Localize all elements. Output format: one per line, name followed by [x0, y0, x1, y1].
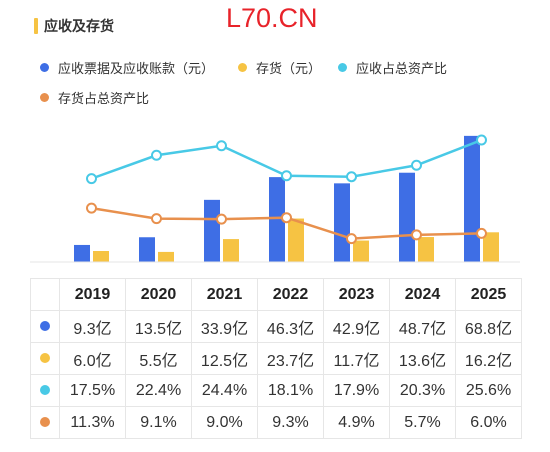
bar-inventory-2024 [418, 237, 434, 262]
row-marker-cell [30, 342, 60, 375]
year-header: 2023 [323, 278, 390, 311]
data-table: 2019 2020 2021 2022 2023 2024 2025 9.3亿 1… [30, 278, 522, 439]
line-layer [86, 134, 487, 245]
table-cell: 46.3亿 [257, 310, 324, 343]
point-inventory-ratio-2020 [151, 213, 162, 225]
table-cell: 9.0% [191, 406, 258, 439]
legend-label: 应收占总资产比 [356, 62, 448, 77]
bar-receivables-2024 [399, 172, 415, 262]
year-header: 2020 [125, 278, 192, 311]
row-marker-cell [30, 374, 60, 407]
table-cell: 9.3亿 [59, 310, 126, 343]
table-cell: 33.9亿 [191, 310, 258, 343]
table-header-row: 2019 2020 2021 2022 2023 2024 2025 [30, 278, 522, 311]
row-color-dot [40, 417, 50, 428]
legend-label: 存货占总资产比 [58, 92, 150, 107]
title-accent-bar [34, 18, 38, 34]
point-receivable-ratio-2021 [216, 140, 227, 152]
table-cell: 25.6% [455, 374, 522, 407]
table-cell: 68.8亿 [455, 310, 522, 343]
year-header: 2019 [59, 278, 126, 311]
year-header: 2025 [455, 278, 522, 311]
table-cell: 9.3% [257, 406, 324, 439]
table-cell: 13.5亿 [125, 310, 192, 343]
header: 应收及存货 L70.CN [0, 0, 550, 44]
watermark-logo: L70.CN [226, 3, 318, 33]
table-cell: 12.5亿 [191, 342, 258, 375]
point-inventory-ratio-2021 [216, 213, 227, 225]
table-cell: 23.7亿 [257, 342, 324, 375]
point-inventory-ratio-2024 [411, 229, 422, 241]
table-cell: 13.6亿 [389, 342, 456, 375]
legend-dot-receivables [40, 63, 49, 72]
table-cell: 5.5亿 [125, 342, 192, 375]
bar-inventory-2025 [483, 232, 499, 262]
row-color-dot [40, 385, 50, 396]
table-cell: 18.1% [257, 374, 324, 407]
bar-receivables-2020 [139, 237, 155, 262]
bar-receivables-2022 [269, 177, 285, 262]
bar-receivables-2019 [74, 244, 90, 262]
table-cell: 16.2亿 [455, 342, 522, 375]
table-cell: 11.3% [59, 406, 126, 439]
table-row-receivable-ratio: 17.5% 22.4% 24.4% 18.1% 17.9% 20.3% 25.6% [30, 374, 522, 407]
table-cell: 6.0亿 [59, 342, 126, 375]
table-row-inventory-ratio: 11.3% 9.1% 9.0% 9.3% 4.9% 5.7% 6.0% [30, 406, 522, 439]
table-cell: 17.5% [59, 374, 126, 407]
table-cell: 42.9亿 [323, 310, 390, 343]
point-inventory-ratio-2025 [476, 227, 487, 239]
bar-inventory-2021 [223, 239, 239, 262]
legend-dot-inventory-ratio [40, 93, 49, 102]
year-header: 2024 [389, 278, 456, 311]
bar-inventory-2023 [353, 240, 369, 262]
bar-receivables-2023 [334, 183, 350, 262]
table-cell: 5.7% [389, 406, 456, 439]
legend-item-receivable-ratio: 应收占总资产比 [338, 58, 447, 77]
row-color-dot [40, 321, 50, 332]
point-receivable-ratio-2020 [151, 149, 162, 161]
page-title: 应收及存货 [44, 19, 114, 35]
bar-layer [74, 135, 499, 262]
table-cell: 4.9% [323, 406, 390, 439]
combo-chart [30, 134, 520, 263]
table-row-inventory: 6.0亿 5.5亿 12.5亿 23.7亿 11.7亿 13.6亿 16.2亿 [30, 342, 522, 375]
point-inventory-ratio-2022 [281, 212, 292, 224]
row-marker-cell [30, 310, 60, 343]
bar-inventory-2020 [158, 251, 174, 262]
point-receivable-ratio-2024 [411, 159, 422, 171]
table-cell: 6.0% [455, 406, 522, 439]
row-color-dot [40, 353, 50, 364]
point-receivable-ratio-2019 [86, 173, 97, 185]
year-header: 2022 [257, 278, 324, 311]
point-receivable-ratio-2022 [281, 170, 292, 182]
bar-inventory-2022 [288, 218, 304, 262]
legend-item-inventory: 存货（元） [238, 58, 321, 77]
point-receivable-ratio-2023 [346, 171, 357, 183]
legend-dot-receivable-ratio [338, 63, 347, 72]
legend-label: 存货（元） [256, 62, 322, 77]
bar-receivables-2021 [204, 199, 220, 262]
bar-receivables-2025 [464, 135, 480, 262]
table-cell: 48.7亿 [389, 310, 456, 343]
legend-label: 应收票据及应收账款（元） [58, 62, 215, 77]
year-header: 2021 [191, 278, 258, 311]
table-cell: 22.4% [125, 374, 192, 407]
legend-item-receivables: 应收票据及应收账款（元） [40, 58, 214, 77]
legend-item-inventory-ratio: 存货占总资产比 [40, 88, 149, 107]
table-cell: 9.1% [125, 406, 192, 439]
bar-inventory-2019 [93, 251, 109, 262]
table-row-receivables: 9.3亿 13.5亿 33.9亿 46.3亿 42.9亿 48.7亿 68.8亿 [30, 310, 522, 343]
point-inventory-ratio-2023 [346, 233, 357, 245]
table-cell: 20.3% [389, 374, 456, 407]
point-inventory-ratio-2019 [86, 202, 97, 214]
table-cell: 24.4% [191, 374, 258, 407]
table-cell: 11.7亿 [323, 342, 390, 375]
table-cell: 17.9% [323, 374, 390, 407]
point-receivable-ratio-2025 [476, 134, 487, 146]
row-marker-cell [30, 406, 60, 439]
legend-dot-inventory [238, 63, 247, 72]
table-corner-cell [30, 278, 60, 311]
